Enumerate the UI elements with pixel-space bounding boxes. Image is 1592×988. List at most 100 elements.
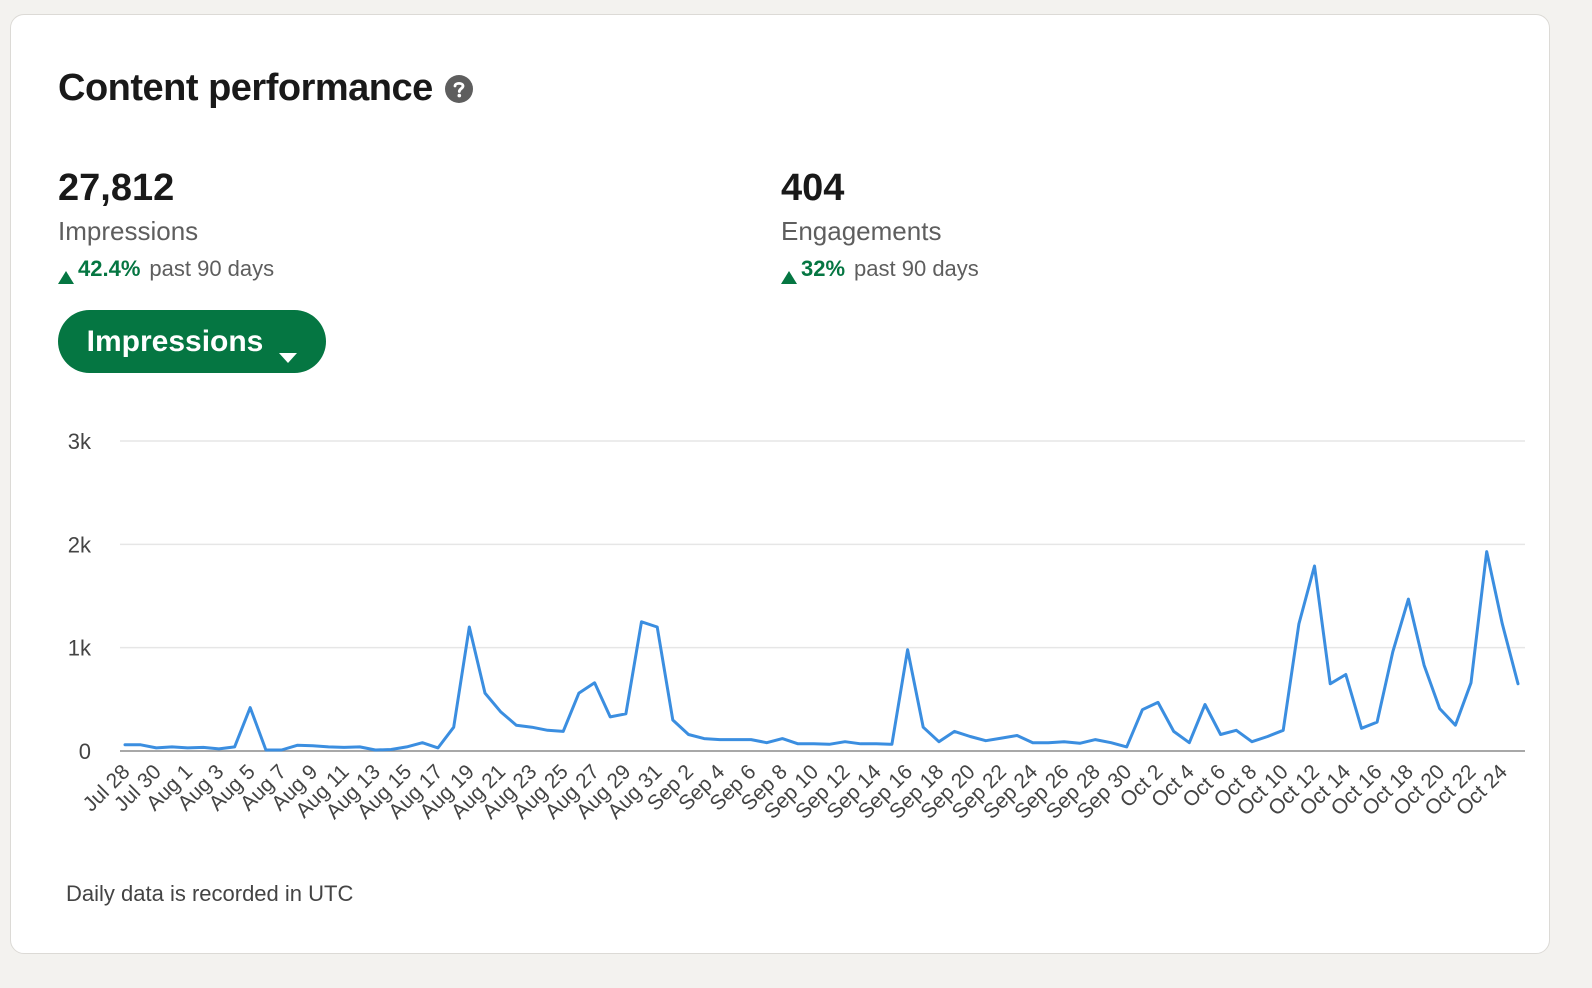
data-point [780, 737, 784, 741]
data-point [373, 748, 377, 752]
data-point [1469, 681, 1473, 685]
data-point [280, 748, 284, 752]
change-percent: 42.4% [78, 256, 141, 281]
impressions-series-line [123, 550, 1520, 752]
data-point [921, 725, 925, 729]
data-point [248, 706, 252, 710]
data-point [796, 742, 800, 746]
data-point [467, 625, 471, 629]
data-point [154, 746, 158, 750]
data-point [812, 742, 816, 746]
metric-value: 27,812 [58, 167, 175, 209]
y-tick-label: 0 [79, 739, 91, 764]
data-point [608, 715, 612, 719]
data-point [123, 743, 127, 747]
metric-label: Impressions [58, 216, 199, 246]
metric-label: Engagements [781, 216, 942, 246]
metric-engagements: 404 Engagements 32% past 90 days [781, 165, 979, 284]
data-point [217, 747, 221, 751]
change-period: past 90 days [854, 256, 979, 281]
data-point [937, 740, 941, 744]
data-point [1344, 673, 1348, 677]
data-point [1453, 723, 1457, 727]
data-point [640, 620, 644, 624]
card-header: Content performance [58, 67, 473, 110]
data-point [859, 742, 863, 746]
data-point [1485, 550, 1489, 554]
footnote: Daily data is recorded in UTC [66, 881, 354, 906]
data-point [1266, 735, 1270, 739]
change-period: past 90 days [149, 256, 275, 281]
data-point [389, 747, 393, 751]
data-point [295, 743, 299, 747]
data-point [999, 736, 1003, 740]
change-percent: 32% [801, 256, 846, 281]
metric-selector-button[interactable]: Impressions [58, 310, 326, 373]
triangle-up-icon [781, 263, 797, 284]
caret-down-icon [279, 337, 298, 363]
data-point [1187, 741, 1191, 745]
data-point [1406, 597, 1410, 601]
y-tick-label: 3k [68, 429, 92, 454]
data-point [1313, 564, 1317, 568]
data-point [1219, 732, 1223, 736]
data-point [420, 741, 424, 745]
data-point [1093, 738, 1097, 742]
data-point [953, 729, 957, 733]
data-point [1156, 700, 1160, 704]
data-point [577, 691, 581, 695]
data-point [1031, 741, 1035, 745]
data-point [1046, 741, 1050, 745]
data-point [1359, 726, 1363, 730]
data-point [890, 742, 894, 746]
data-point [749, 738, 753, 742]
data-point [499, 710, 503, 714]
data-point [874, 742, 878, 746]
data-point [546, 728, 550, 732]
metric-selector-label: Impressions [86, 324, 264, 358]
triangle-up-icon [58, 263, 74, 284]
data-point [686, 732, 690, 736]
data-point [139, 743, 143, 747]
data-point [1375, 720, 1379, 724]
data-point [1109, 741, 1113, 745]
data-point [561, 729, 565, 733]
data-point [405, 745, 409, 749]
data-point [1125, 745, 1129, 749]
data-point [201, 745, 205, 749]
data-point [358, 745, 362, 749]
data-point [733, 738, 737, 742]
data-point [1438, 707, 1442, 711]
data-point [264, 748, 268, 752]
question-circle-icon[interactable] [444, 74, 473, 103]
metric-change: 42.4% past 90 days [58, 255, 275, 284]
data-point [968, 735, 972, 739]
data-point [1140, 708, 1144, 712]
data-point [702, 737, 706, 741]
data-point [483, 691, 487, 695]
data-point [1203, 703, 1207, 707]
metric-value: 404 [781, 167, 845, 209]
data-point [718, 738, 722, 742]
data-point [170, 745, 174, 749]
data-point [984, 739, 988, 743]
metric-change: 32% past 90 days [781, 255, 979, 284]
metric-impressions: 27,812 Impressions 42.4% past 90 days [58, 165, 275, 284]
data-point [186, 746, 190, 750]
data-point [1172, 729, 1176, 733]
card-title: Content performance [58, 67, 433, 109]
data-point [655, 625, 659, 629]
data-point [1078, 741, 1082, 745]
data-point [843, 740, 847, 744]
data-point [530, 725, 534, 729]
content-performance-card: Content performance 27,812 Impressions 4… [10, 14, 1550, 954]
data-point [514, 723, 518, 727]
data-point [1391, 650, 1395, 654]
data-point [827, 742, 831, 746]
data-point [1500, 622, 1504, 626]
data-point [311, 744, 315, 748]
y-tick-label: 1k [68, 636, 92, 661]
data-point [233, 745, 237, 749]
data-point [326, 745, 330, 749]
